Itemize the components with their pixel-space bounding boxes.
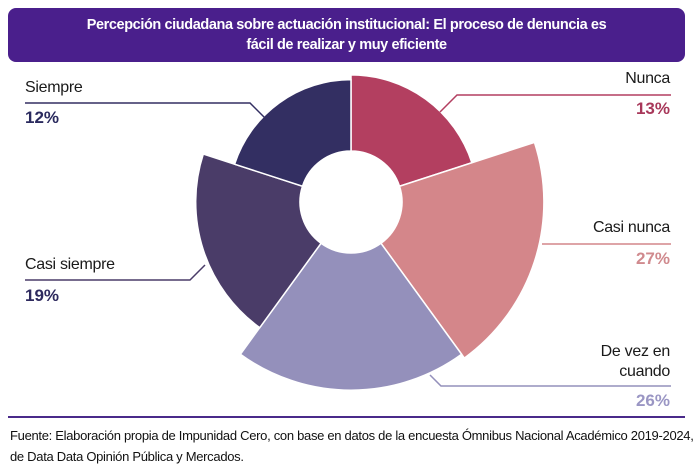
wedge-casi-nunca xyxy=(379,141,545,360)
chart-title: Percepción ciudadana sobre actuación ins… xyxy=(86,17,607,53)
chart-title-banner: Percepción ciudadana sobre actuación ins… xyxy=(8,8,685,62)
value-siempre: 12% xyxy=(25,108,60,127)
leader-de-vez-en-cuando xyxy=(429,374,671,387)
leader-casi-siempre xyxy=(25,264,206,281)
wedge-de-vez-en-cuando xyxy=(239,242,463,391)
leader-nunca xyxy=(439,94,671,113)
wedge-siempre xyxy=(233,78,352,188)
label-siempre: Siempre xyxy=(25,79,83,96)
label-nunca: Nunca xyxy=(625,70,670,87)
leader-siempre xyxy=(25,102,268,121)
label-casi-siempre: Casi siempre xyxy=(25,256,115,273)
value-casi-siempre: 19% xyxy=(25,286,60,305)
value-nunca: 13% xyxy=(635,99,670,118)
label-casi-nunca: Casi nunca xyxy=(592,219,670,236)
value-casi-nunca: 27% xyxy=(635,249,670,268)
footer-divider xyxy=(8,416,685,418)
label-de-vez-en-cuando: De vez en cuando xyxy=(600,343,671,380)
source-note: Fuente: Elaboración propia de Impunidad … xyxy=(10,428,694,464)
value-de-vez-en-cuando: 26% xyxy=(635,391,670,410)
wedge-casi-siempre xyxy=(194,153,323,329)
wedge-nunca xyxy=(350,74,473,188)
